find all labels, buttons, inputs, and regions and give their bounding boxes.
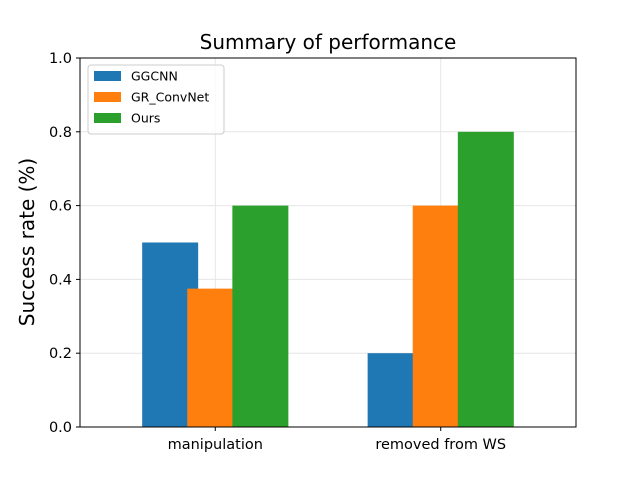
bar-ours-1	[457, 131, 514, 428]
y-tick-label: 0.2	[49, 346, 72, 362]
legend-swatch	[94, 92, 121, 102]
legend-entry: GGCNN	[131, 69, 178, 84]
legend-box	[87, 64, 225, 135]
y-axis-ticks: 0.0 0.2 0.4 0.6 0.8 1.0	[49, 51, 80, 436]
y-tick-label: 0.8	[49, 125, 72, 141]
legend: GGCNN GR_ConvNet Ours	[87, 64, 225, 135]
y-tick-label: 1.0	[49, 51, 72, 67]
y-tick-label: 0.4	[49, 272, 72, 288]
chart-title: Summary of performance	[200, 30, 457, 54]
y-tick-label: 0.0	[49, 420, 72, 436]
legend-entry: GR_ConvNet	[131, 90, 209, 105]
bar-ours-0	[232, 205, 289, 427]
legend-entry: Ours	[131, 111, 160, 126]
legend-swatch	[94, 113, 121, 123]
y-tick-label: 0.6	[49, 199, 72, 215]
x-tick-label: removed from WS	[375, 437, 506, 453]
x-tick-label: manipulation	[168, 437, 263, 453]
plot-frame	[79, 57, 577, 428]
y-axis-label: Success rate (%)	[15, 158, 39, 326]
bars	[142, 131, 514, 428]
legend-swatch	[94, 71, 121, 81]
x-axis-ticks: manipulation removed from WS	[168, 427, 506, 453]
